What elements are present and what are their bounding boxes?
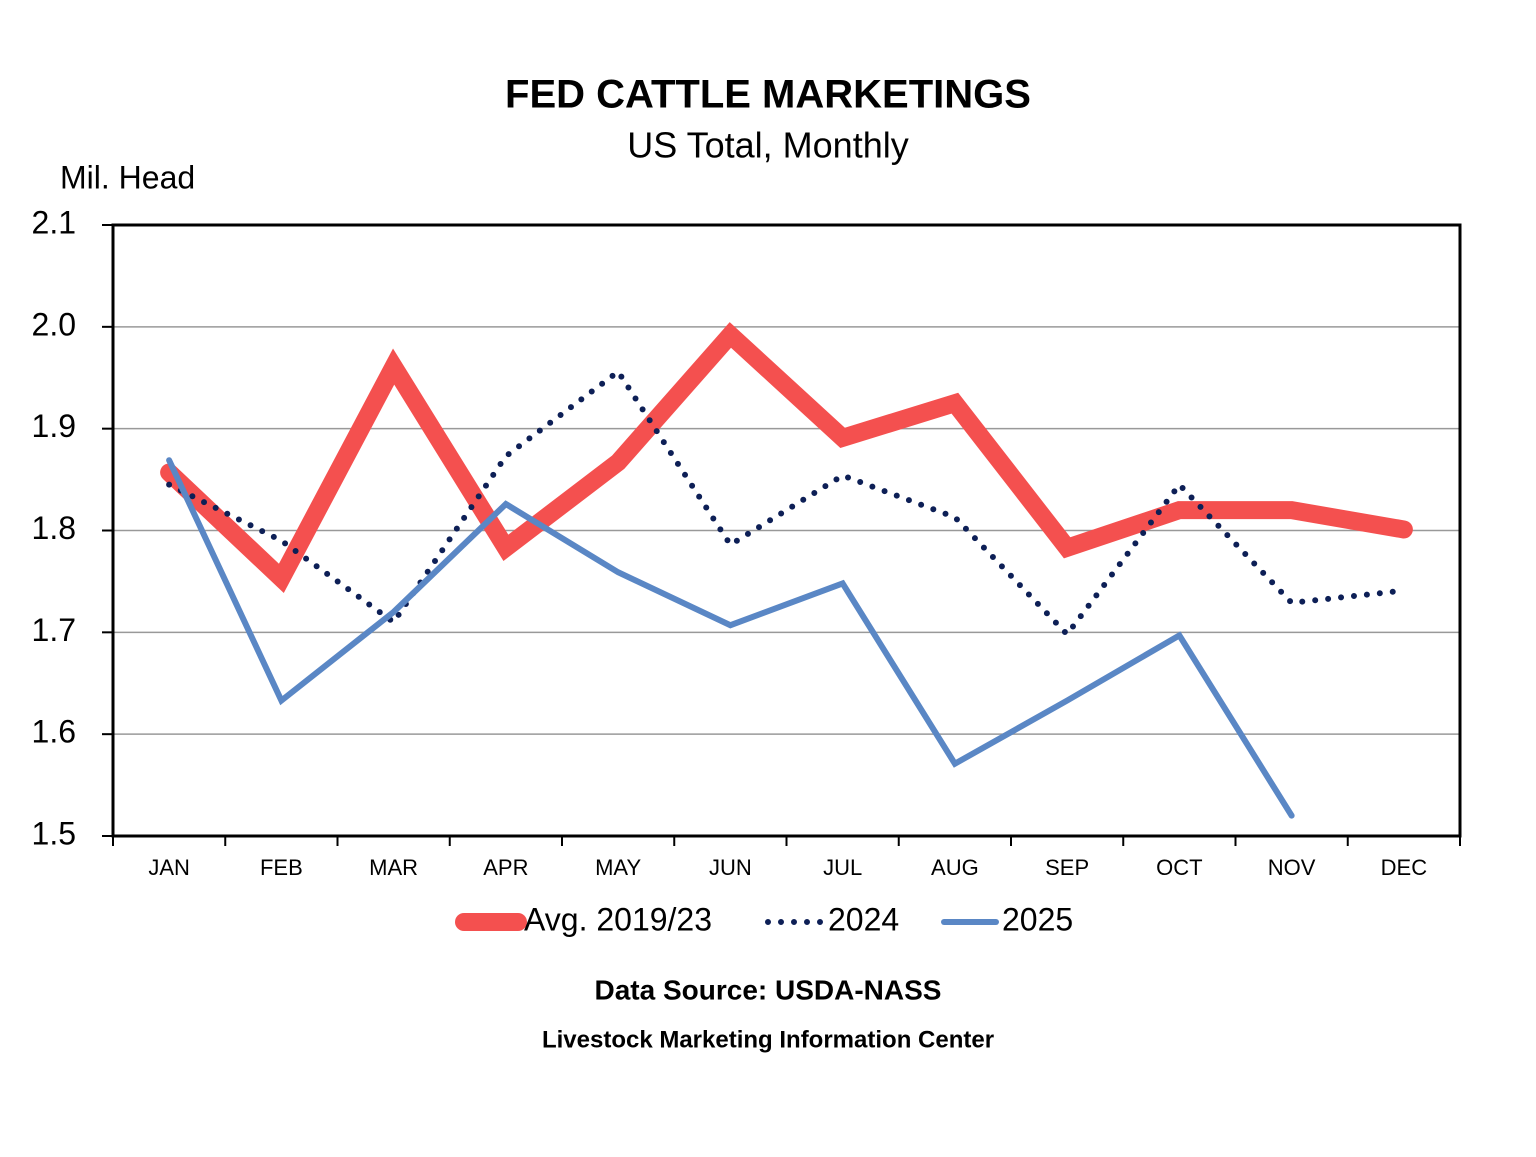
x-tick-label: JUL [823,855,862,880]
credit: Livestock Marketing Information Center [542,1026,994,1053]
plot-frame [111,223,1462,838]
x-tick-label: AUG [931,855,979,880]
y-tick-label: 2.0 [32,306,76,342]
x-tick-label: OCT [1156,855,1202,880]
chart-title: FED CATTLE MARKETINGS [505,73,1031,117]
x-tick-label: FEB [260,855,303,880]
x-tick-label: NOV [1268,855,1316,880]
x-tick-label: APR [483,855,528,880]
y-tick-label: 1.9 [32,408,76,444]
x-tick-label: MAR [369,855,418,880]
y-axis-label: Mil. Head [60,159,195,195]
series-line [166,457,1295,819]
series-line [160,322,1413,594]
y-tick-label: 2.1 [32,204,76,240]
source-note: Data Source: USDA-NASS [595,974,942,1005]
y-tick-label: 1.5 [32,815,76,851]
x-tick-label: MAY [595,855,641,880]
y-tick-label: 1.8 [32,510,76,546]
chart-subtitle: US Total, Monthly [627,125,908,166]
x-tick-label: SEP [1045,855,1089,880]
x-tick-label: JUN [709,855,752,880]
x-tick-label: JAN [148,855,190,880]
x-tick-label: DEC [1381,855,1428,880]
y-tick-label: 1.7 [32,612,76,648]
y-tick-label: 1.6 [32,714,76,750]
legend-label: Avg. 2019/23 [524,901,712,937]
legend-label: 2024 [828,901,899,937]
legend-label: 2025 [1002,901,1073,937]
